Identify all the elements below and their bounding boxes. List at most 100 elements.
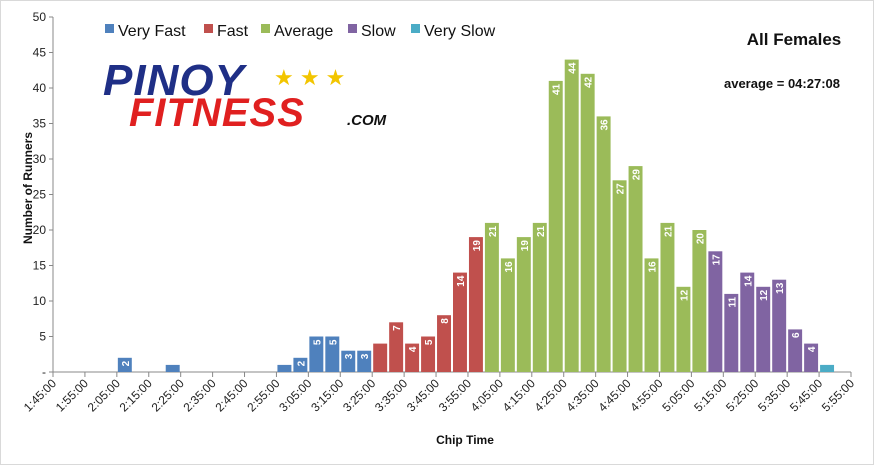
- bar-very-fast: [277, 364, 292, 372]
- x-tick-label: 1:55:00: [53, 376, 91, 414]
- bar-value-label: 5: [424, 339, 435, 345]
- x-tick-label: 5:55:00: [819, 376, 857, 414]
- bar-value-label: 41: [552, 83, 563, 95]
- bar-value-label: 14: [456, 275, 467, 287]
- bar-average: [516, 237, 531, 372]
- bar-average: [500, 258, 515, 372]
- bar-value-label: 4: [408, 346, 419, 352]
- legend-swatch-very-slow: [411, 24, 420, 33]
- logo-stars: ★ ★ ★: [274, 65, 345, 90]
- bar-value-label: 36: [600, 119, 611, 131]
- x-axis-title: Chip Time: [436, 433, 494, 447]
- bar-fast: [437, 315, 451, 372]
- bar-value-label: 3: [360, 353, 371, 359]
- x-tick-label: 4:45:00: [595, 376, 633, 414]
- bar-average: [676, 286, 691, 372]
- bar-fast: [468, 237, 483, 372]
- legend-swatch-very-fast: [105, 24, 114, 33]
- y-tick-label: -: [42, 365, 46, 379]
- logo-com: .COM: [347, 112, 387, 129]
- legend-label-very-fast: Very Fast: [118, 23, 186, 40]
- x-tick-label: 5:45:00: [787, 376, 825, 414]
- bar-fast: [453, 272, 467, 372]
- y-axis-title: Number of Runners: [21, 132, 35, 244]
- y-tick-label: 30: [33, 152, 47, 166]
- legend-label-slow: Slow: [361, 23, 396, 40]
- bar-average: [644, 258, 659, 372]
- bar-value-label: 17: [711, 254, 722, 266]
- bar-value-label: 16: [504, 261, 515, 273]
- x-tick-label: 3:15:00: [308, 376, 346, 414]
- bar-value-label: 12: [759, 289, 770, 301]
- bar-very-fast: [165, 364, 180, 372]
- bar-value-label: 11: [727, 296, 738, 307]
- x-tick-label: 2:55:00: [244, 376, 282, 414]
- bar-very-fast: [293, 357, 308, 372]
- bar-slow: [708, 251, 723, 372]
- y-tick-label: 40: [33, 81, 47, 95]
- logo-pinoy: PINOY: [103, 56, 248, 105]
- bar-value-label: 44: [568, 62, 579, 74]
- y-tick-label: 45: [33, 46, 47, 60]
- bar-value-label: 19: [472, 240, 483, 252]
- bar-value-label: 42: [584, 76, 595, 88]
- x-tick-label: 4:05:00: [468, 376, 506, 414]
- x-tick-label: 5:35:00: [755, 376, 793, 414]
- bar-value-label: 8: [440, 318, 451, 324]
- bar-very-fast: [117, 357, 132, 372]
- brand-logo: PINOY ★ ★ ★ FITNESS .COM: [103, 56, 387, 135]
- bar-very-fast: [357, 350, 372, 372]
- logo-fitness: FITNESS: [129, 91, 305, 135]
- bar-slow: [788, 329, 803, 372]
- bar-value-label: 29: [632, 169, 643, 181]
- x-tick-label: 2:15:00: [117, 376, 155, 414]
- bar-fast: [373, 343, 388, 372]
- x-tick-label: 5:25:00: [723, 376, 761, 414]
- x-tick-label: 5:05:00: [659, 376, 697, 414]
- x-tick-label: 1:45:00: [21, 376, 59, 414]
- bar-value-label: 27: [616, 183, 627, 195]
- bar-very-fast: [341, 350, 356, 372]
- bar-average: [484, 222, 499, 372]
- bar-value-label: 13: [775, 282, 786, 294]
- bar-value-label: 5: [328, 339, 339, 345]
- bar-value-label: 16: [648, 261, 659, 273]
- bar-average: [660, 222, 675, 372]
- bar-very-slow: [820, 364, 835, 372]
- bar-value-label: 21: [663, 225, 674, 237]
- bar-value-label: 14: [743, 275, 754, 287]
- bar-value-label: 20: [695, 233, 706, 245]
- bar-average: [548, 80, 563, 373]
- y-tick-label: 20: [33, 223, 47, 237]
- x-tick-label: 2:25:00: [149, 376, 187, 414]
- y-tick-label: 35: [33, 117, 47, 131]
- average-annotation: average = 04:27:08: [724, 76, 840, 91]
- legend-label-very-slow: Very Slow: [424, 23, 496, 40]
- x-tick-label: 3:05:00: [276, 376, 314, 414]
- chart-title: All Females: [747, 30, 842, 49]
- bar-slow: [740, 272, 755, 372]
- bar-slow: [724, 293, 739, 372]
- bar-value-label: 19: [520, 240, 531, 252]
- bar-value-label: 3: [344, 353, 355, 359]
- y-tick-label: 50: [33, 10, 47, 24]
- bar-slow: [756, 286, 771, 372]
- legend-swatch-slow: [348, 24, 357, 33]
- bar-very-fast: [309, 336, 324, 372]
- bar-very-fast: [325, 336, 340, 372]
- bar-average: [612, 180, 627, 372]
- x-tick-label: 3:55:00: [436, 376, 474, 414]
- x-tick-label: 2:35:00: [181, 376, 219, 414]
- y-tick-label: 5: [39, 330, 46, 344]
- x-tick-label: 4:15:00: [500, 376, 538, 414]
- y-tick-label: 25: [33, 188, 47, 202]
- x-tick-label: 4:55:00: [627, 376, 665, 414]
- legend-label-fast: Fast: [217, 23, 249, 40]
- bar-value-label: 2: [121, 360, 132, 366]
- legend-label-average: Average: [274, 23, 333, 40]
- legend: Very Fast Fast Average Slow Very Slow: [105, 23, 496, 40]
- bar-average: [596, 116, 611, 373]
- y-tick-label: 15: [33, 259, 47, 273]
